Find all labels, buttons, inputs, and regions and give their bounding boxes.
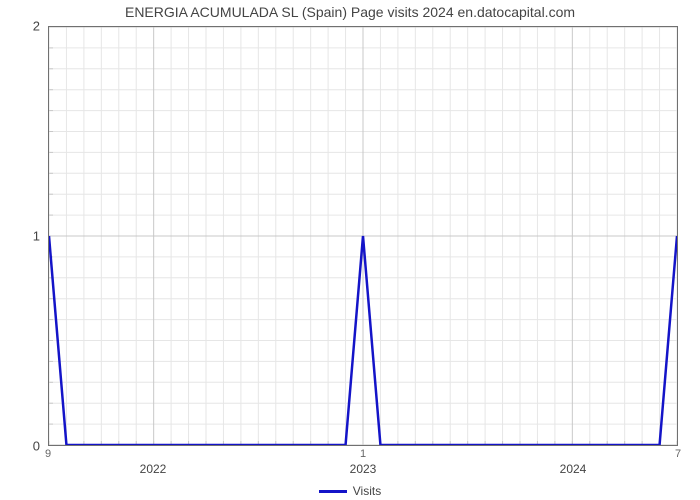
legend-swatch	[319, 490, 347, 493]
chart-container: ENERGIA ACUMULADA SL (Spain) Page visits…	[0, 0, 700, 500]
x-year-label: 2022	[140, 462, 167, 476]
legend-label: Visits	[353, 484, 381, 498]
x-value-label: 1	[360, 448, 366, 460]
x-year-label: 2023	[350, 462, 377, 476]
x-value-label: 7	[675, 448, 681, 460]
plot-svg	[49, 27, 677, 445]
chart-title: ENERGIA ACUMULADA SL (Spain) Page visits…	[0, 4, 700, 20]
y-tick-label: 1	[10, 229, 40, 244]
x-year-label: 2024	[560, 462, 587, 476]
y-tick-label: 0	[10, 439, 40, 454]
legend: Visits	[0, 484, 700, 498]
y-tick-label: 2	[10, 19, 40, 34]
x-value-label: 9	[45, 448, 51, 460]
plot-area	[48, 26, 678, 446]
